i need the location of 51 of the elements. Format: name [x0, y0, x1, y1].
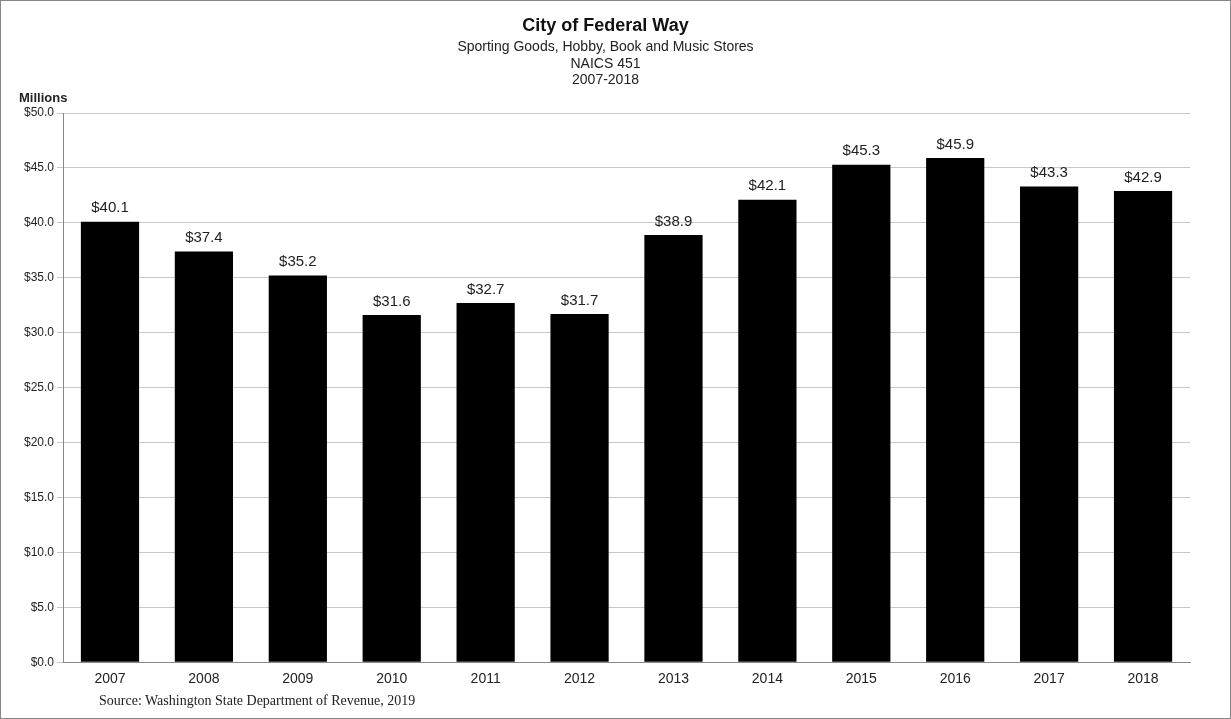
x-tick-label: 2009: [282, 670, 314, 687]
x-tick-label: 2016: [939, 670, 971, 687]
bar: [268, 275, 327, 662]
y-tick-label: $10.0: [24, 544, 55, 559]
y-tick-label: $20.0: [24, 434, 55, 449]
x-tick-label: 2014: [751, 670, 784, 687]
y-tick-label: $35.0: [24, 270, 55, 285]
data-label: $31.7: [560, 290, 599, 308]
data-label: $42.1: [748, 176, 787, 194]
x-tick-label: 2017: [1033, 670, 1065, 687]
y-tick-label: $25.0: [24, 379, 55, 394]
x-tick-label: 2013: [657, 670, 690, 687]
bar: [832, 164, 891, 662]
y-tick-label: $45.0: [24, 160, 55, 175]
y-tick-label: $50.0: [24, 105, 55, 120]
data-label: $45.3: [842, 141, 881, 159]
data-label: $37.4: [185, 228, 223, 246]
data-label: $42.9: [1124, 167, 1162, 185]
x-tick-label: 2008: [188, 670, 220, 687]
data-label: $45.9: [936, 134, 974, 152]
data-label: $31.6: [372, 291, 411, 309]
x-tick-label: 2007: [94, 670, 126, 687]
x-tick-label: 2010: [376, 670, 408, 687]
x-tick-label: 2018: [1127, 670, 1159, 687]
bar: [1113, 190, 1173, 662]
data-label: $38.9: [654, 211, 693, 229]
chart-subtitle: Sporting Goods, Hobby, Book and Music Stores NAICS 451 2007-2018: [457, 37, 754, 88]
bar: [926, 158, 985, 662]
y-tick-label: $15.0: [24, 489, 55, 504]
bar: [738, 199, 797, 662]
x-tick-label: 2012: [563, 670, 596, 687]
y-tick-label: $40.0: [24, 215, 55, 230]
bar: [644, 234, 703, 662]
bar: [550, 314, 609, 662]
source-note: Source: Washington State Department of Revenue, 2019: [99, 693, 416, 709]
y-tick-label: $5.0: [30, 599, 55, 614]
x-tick-label: 2011: [470, 670, 501, 687]
data-label: $43.3: [1030, 163, 1068, 181]
chart-title: City of Federal Way: [522, 14, 689, 35]
y-axis-title: Millions: [19, 90, 68, 106]
bar: [362, 315, 421, 662]
x-tick-label: 2015: [845, 670, 878, 687]
data-label: $40.1: [91, 198, 129, 216]
y-tick-label: $30.0: [24, 324, 55, 339]
bar: [80, 221, 140, 662]
bar: [456, 303, 515, 662]
y-tick-label: $0.0: [30, 654, 55, 669]
data-label: $35.2: [279, 252, 317, 270]
bar: [1020, 186, 1079, 662]
data-label: $32.7: [466, 279, 505, 297]
bar: [174, 251, 234, 662]
